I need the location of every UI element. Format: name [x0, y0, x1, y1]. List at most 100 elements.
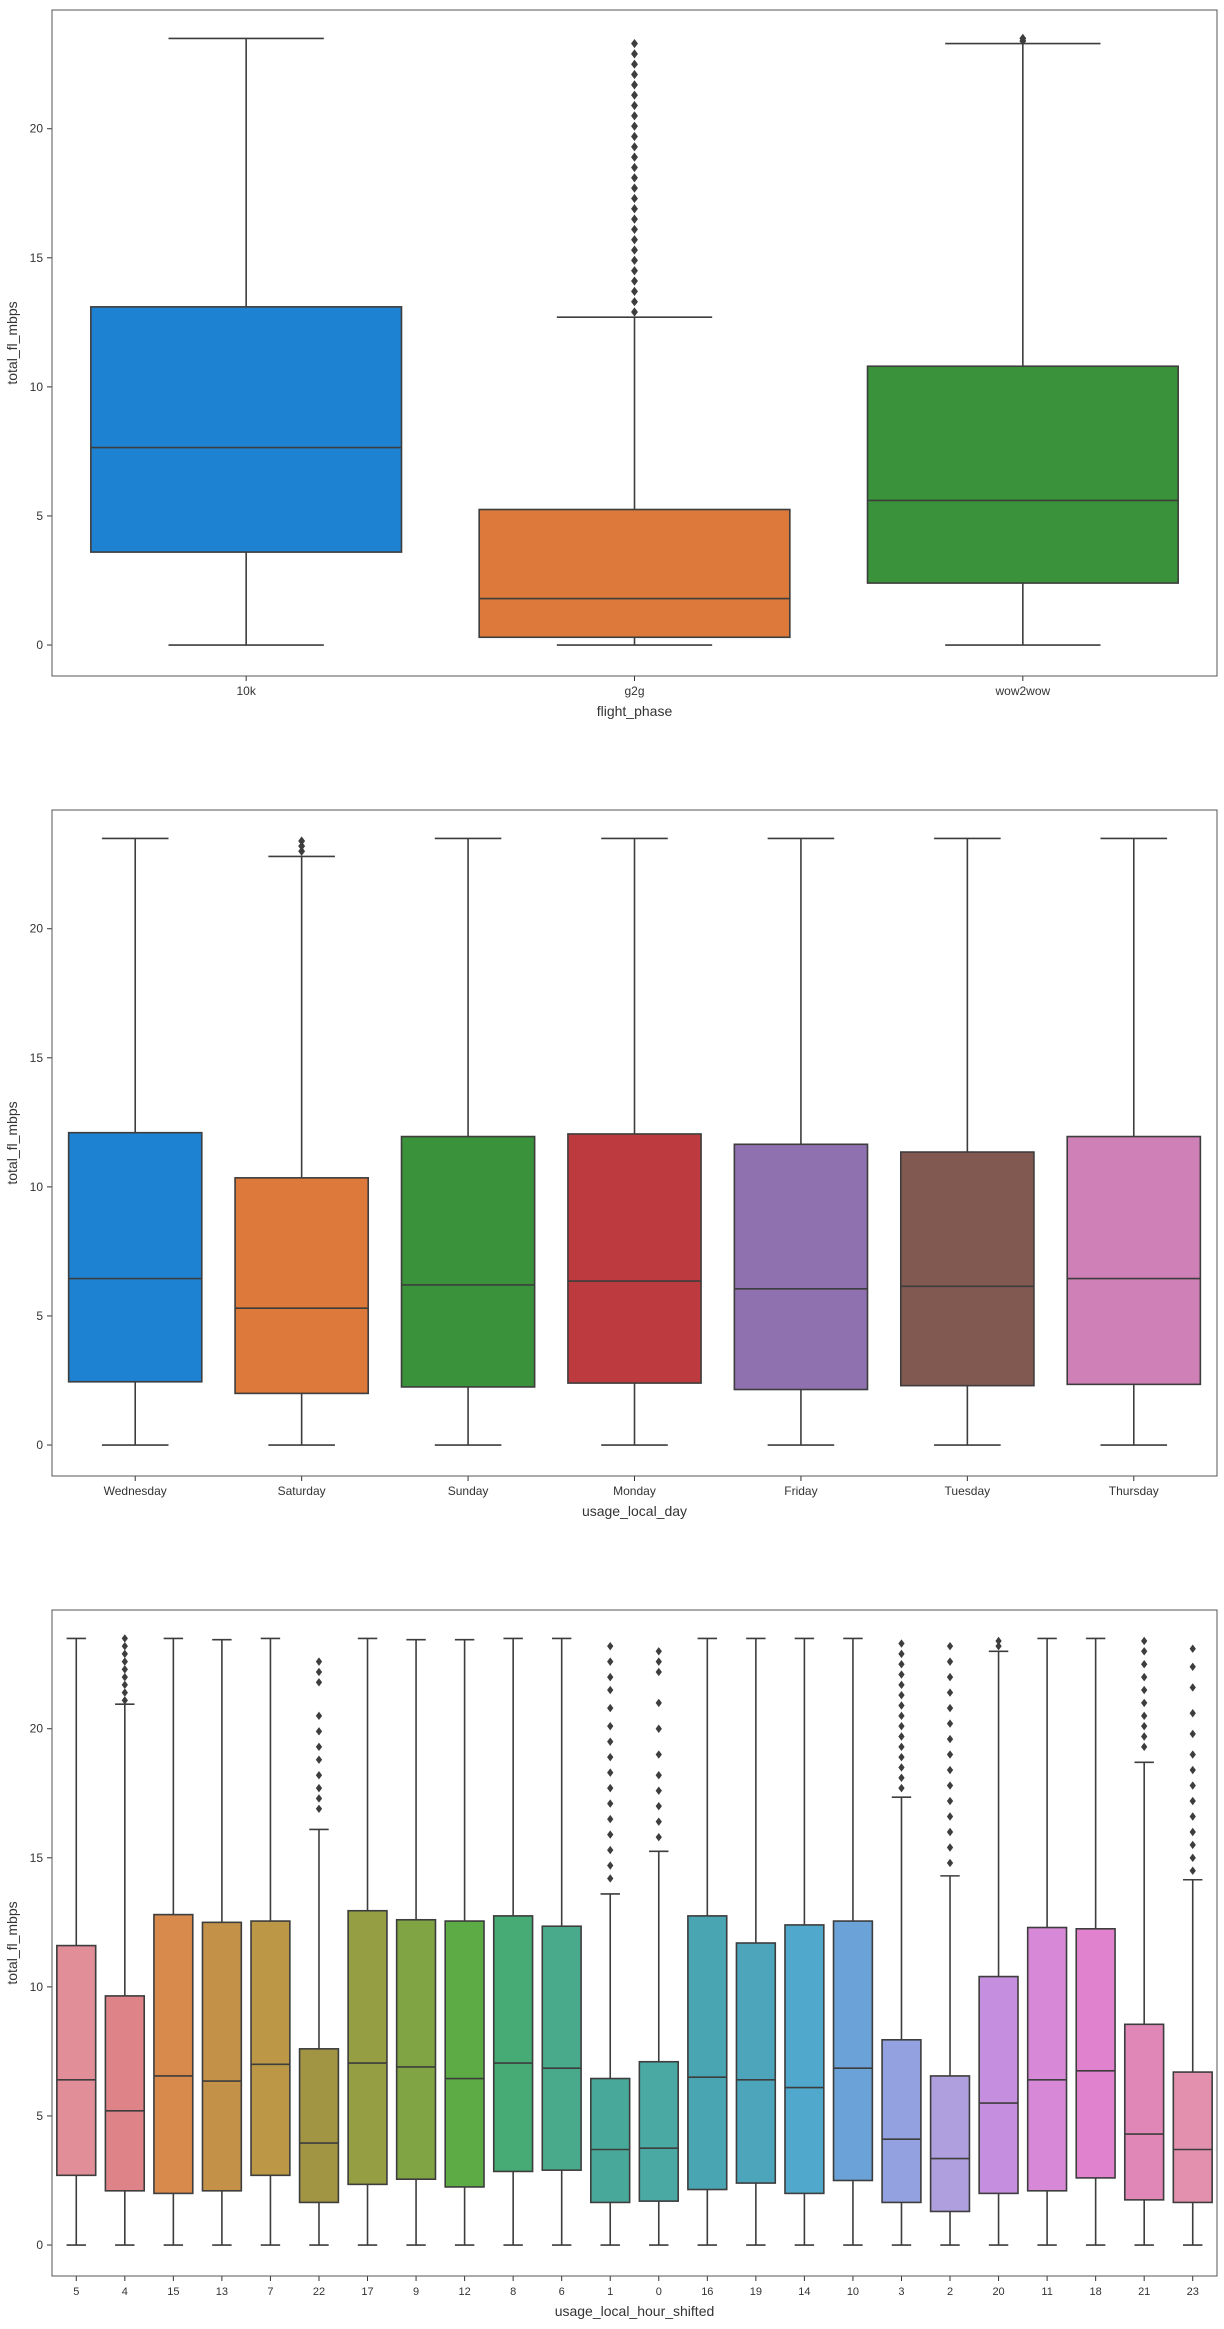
outlier-point — [1141, 1685, 1148, 1695]
box-Wednesday — [67, 837, 203, 1446]
y-axis-label: total_fl_mbps — [4, 1101, 20, 1184]
box-iqr — [67, 1131, 203, 1383]
y-axis-label: total_fl_mbps — [4, 301, 20, 384]
outlier-point — [898, 1690, 905, 1700]
box-Sunday — [400, 837, 536, 1446]
outlier-point — [1141, 1711, 1148, 1721]
y-tick-label: 15 — [30, 251, 44, 265]
outlier-point — [946, 1765, 954, 1775]
x-axis-label: flight_phase — [597, 703, 673, 719]
box-iqr — [90, 306, 403, 553]
outlier-point — [315, 1667, 323, 1677]
outlier-point — [655, 1832, 662, 1842]
box-iqr — [541, 1925, 582, 2171]
outlier-point — [898, 1660, 905, 1669]
outlier-point — [898, 1763, 905, 1772]
x-axis-label: usage_local_day — [582, 1503, 687, 1519]
outlier-point — [121, 1696, 128, 1705]
x-tick-label: 17 — [361, 2286, 373, 2298]
x-tick-label: 3 — [898, 2286, 904, 2298]
box-Thursday — [1066, 837, 1202, 1446]
x-tick-label: 15 — [167, 2286, 179, 2298]
box-iqr — [153, 1913, 194, 2195]
chart-flight-phase: 0 5 10 15 20 10k g2g wow2wow flight_phase total_f… — [4, 9, 1218, 719]
x-tick-label: g2g — [624, 684, 644, 698]
y-tick-label: 15 — [30, 1051, 44, 1065]
outlier-point — [631, 100, 638, 111]
outlier-point — [631, 162, 638, 173]
outlier-point — [946, 1858, 954, 1868]
outlier-point — [121, 1641, 128, 1651]
outlier-point — [655, 1647, 662, 1656]
box-18 — [1075, 1637, 1116, 2246]
outlier-point — [631, 152, 638, 162]
outlier-point — [946, 1734, 954, 1744]
box-15 — [153, 1637, 194, 2246]
box-iqr — [444, 1920, 485, 2188]
x-tick-label: 6 — [559, 2286, 565, 2298]
outlier-point — [946, 1812, 954, 1821]
outlier-point — [315, 1755, 323, 1764]
outlier-point — [631, 297, 638, 307]
box-Saturday — [234, 836, 370, 1446]
outlier-point — [631, 204, 638, 214]
outlier-point — [631, 59, 638, 69]
box-iqr — [638, 2060, 679, 2202]
box-iqr — [1066, 1135, 1202, 1386]
box-iqr — [687, 1915, 728, 2191]
outlier-point — [898, 1742, 905, 1752]
box-3 — [881, 1639, 922, 2246]
x-tick-label: 22 — [313, 2286, 325, 2298]
outlier-point — [655, 1801, 662, 1811]
outlier-point — [1141, 1698, 1148, 1708]
outlier-point — [898, 1783, 905, 1793]
outlier-point — [631, 121, 638, 131]
x-tick-label: Sunday — [448, 1484, 489, 1498]
x-tick-label: wow2wow — [994, 684, 1050, 698]
box-iqr — [567, 1133, 702, 1384]
outlier-point — [946, 1688, 954, 1697]
x-tick-label: 10k — [236, 684, 256, 698]
outlier-point — [655, 1667, 662, 1677]
x-axis-label: usage_local_hour_shifted — [555, 2303, 715, 2319]
outlier-point — [607, 1830, 614, 1839]
outlier-point — [631, 131, 638, 142]
outlier-point — [315, 1711, 323, 1721]
outlier-point — [121, 1649, 128, 1659]
outlier-point — [946, 1827, 954, 1837]
outlier-point — [898, 1721, 905, 1731]
y-tick-label: 0 — [36, 638, 43, 652]
box-7 — [250, 1637, 291, 2246]
outlier-point — [1141, 1660, 1148, 1669]
box-iqr — [395, 1918, 437, 2180]
box-iqr — [590, 2077, 631, 2204]
outlier-point — [631, 235, 638, 245]
outlier-point — [607, 1737, 614, 1746]
box-8 — [492, 1637, 534, 2246]
box-10k — [90, 37, 403, 646]
y-tick-label: 10 — [30, 1980, 44, 1994]
box-iqr — [832, 1920, 874, 2182]
outlier-point — [1189, 1750, 1196, 1759]
x-tick-label: Wednesday — [104, 1484, 167, 1498]
outlier-point — [607, 1657, 614, 1666]
outlier-point — [631, 276, 638, 286]
x-tick-label: 21 — [1138, 2286, 1150, 2298]
x-tick-label: 7 — [267, 2286, 273, 2298]
box-9 — [395, 1638, 437, 2246]
outlier-point — [655, 1724, 662, 1733]
x-tick-label: 9 — [413, 2286, 419, 2298]
box-iqr — [104, 1995, 146, 2192]
outlier-point — [1189, 1866, 1196, 1875]
box-iqr — [1172, 2071, 1213, 2204]
outlier-point — [631, 307, 638, 317]
outlier-point — [315, 1804, 323, 1813]
outlier-point — [315, 1657, 323, 1666]
outlier-point — [898, 1670, 905, 1679]
outlier-point — [1189, 1796, 1196, 1806]
outlier-point — [655, 1817, 662, 1826]
outlier-point — [121, 1665, 128, 1674]
box-12 — [444, 1638, 485, 2246]
plot-frame — [51, 1609, 1218, 2277]
